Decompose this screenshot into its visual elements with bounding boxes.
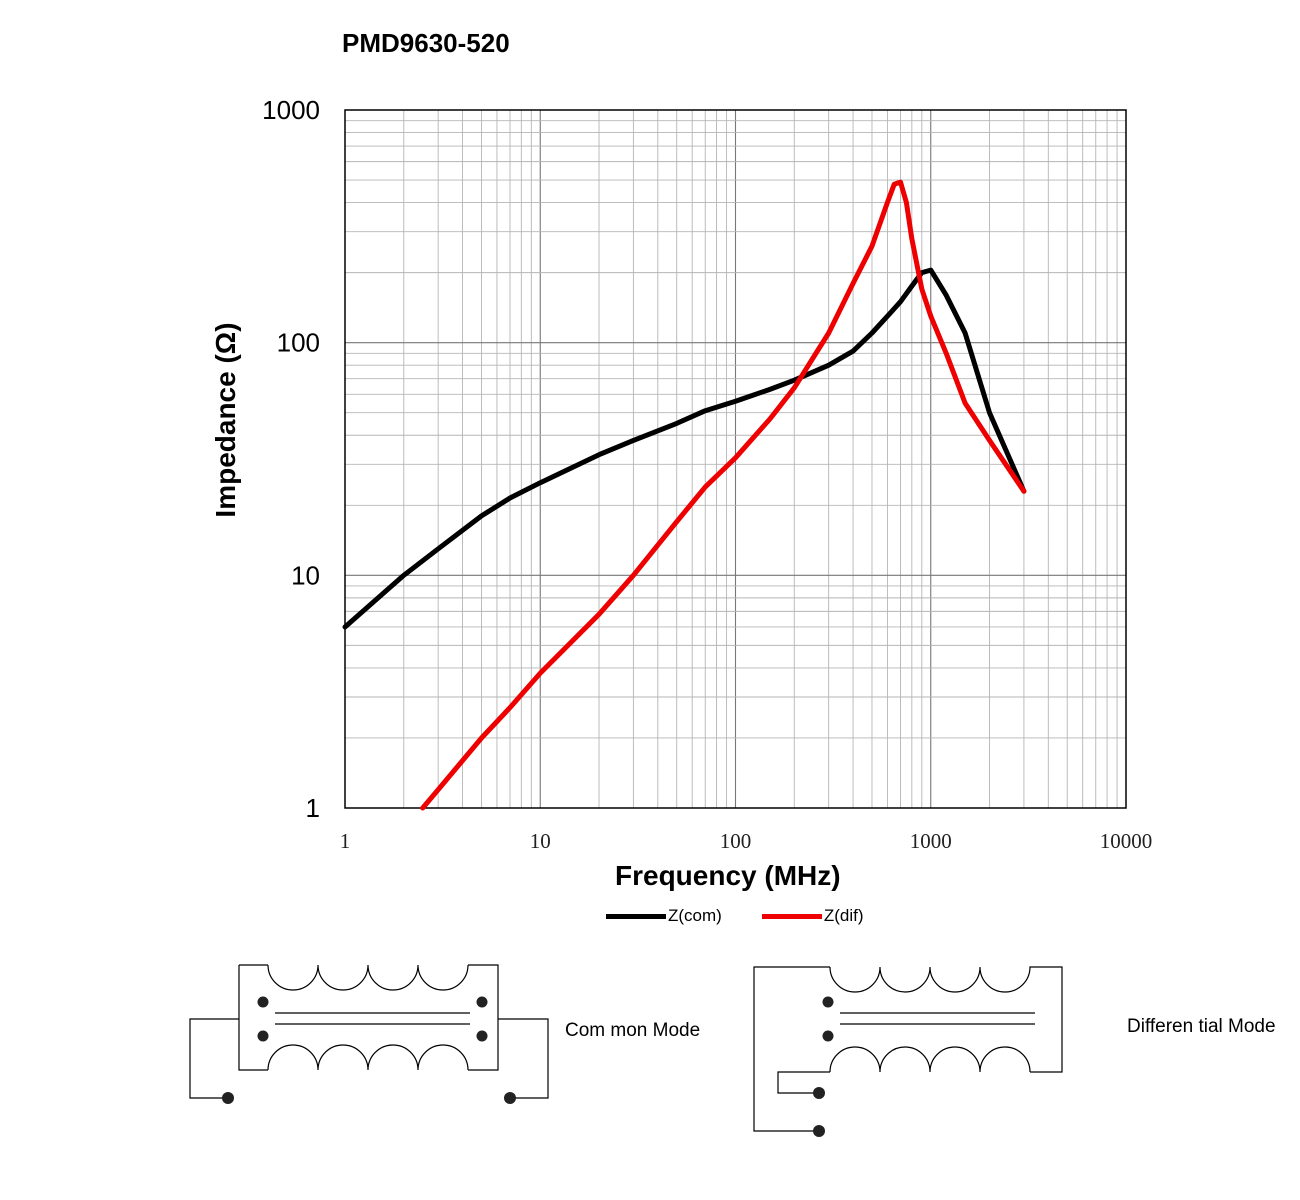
terminal-dot	[504, 1092, 516, 1104]
y-tick-label: 10	[291, 560, 320, 590]
tick-labels: 1 10 100 1000 10000 1 10 100 1000	[262, 95, 1152, 853]
differential-mode-label: Differen tial Mode	[1127, 1016, 1276, 1037]
impedance-plot: 1 10 100 1000 10000 1 10 100 1000	[262, 95, 1152, 853]
grid	[345, 110, 1126, 808]
terminal-dot	[257, 1030, 269, 1042]
terminal-dot	[257, 996, 269, 1008]
terminal-dot	[822, 996, 834, 1008]
legend-swatch-zcom	[606, 913, 666, 919]
terminal-dot	[222, 1092, 234, 1104]
plot-frame	[344, 109, 1127, 809]
legend-item-zcom: Z(com)	[606, 906, 722, 926]
terminal-dot	[822, 1030, 834, 1042]
legend-item-zdif: Z(dif)	[761, 906, 864, 926]
series-line-zdif	[420, 179, 1027, 811]
y-tick-label: 1	[306, 793, 320, 823]
legend-swatch-zdif	[761, 913, 822, 919]
legend-label-zcom: Z(com)	[668, 906, 722, 925]
common-mode-label: Com mon Mode	[565, 1020, 701, 1041]
terminal-dot	[476, 1030, 488, 1042]
x-tick-label: 1	[340, 829, 351, 853]
differential-mode-diagram	[753, 966, 1063, 1132]
x-tick-label: 100	[720, 829, 752, 853]
x-axis-label: Frequency (MHz)	[615, 860, 841, 891]
x-tick-label: 1000	[910, 829, 952, 853]
terminal-dot	[813, 1087, 825, 1099]
common-mode-diagram	[189, 964, 549, 1099]
differential-mode-terminals	[813, 996, 834, 1137]
terminal-dot	[476, 996, 488, 1008]
common-mode-terminals	[222, 996, 516, 1104]
y-tick-label: 1000	[262, 95, 320, 125]
series-line-zcom	[342, 267, 1027, 630]
x-tick-label: 10000	[1100, 829, 1153, 853]
x-tick-label: 10	[530, 829, 551, 853]
y-tick-label: 100	[277, 328, 320, 358]
legend-label-zdif: Z(dif)	[823, 906, 864, 925]
terminal-dot	[813, 1125, 825, 1137]
series	[342, 179, 1027, 811]
legend: Z(com) Z(dif)	[606, 906, 904, 926]
chart-title: PMD9630-520	[342, 28, 510, 58]
